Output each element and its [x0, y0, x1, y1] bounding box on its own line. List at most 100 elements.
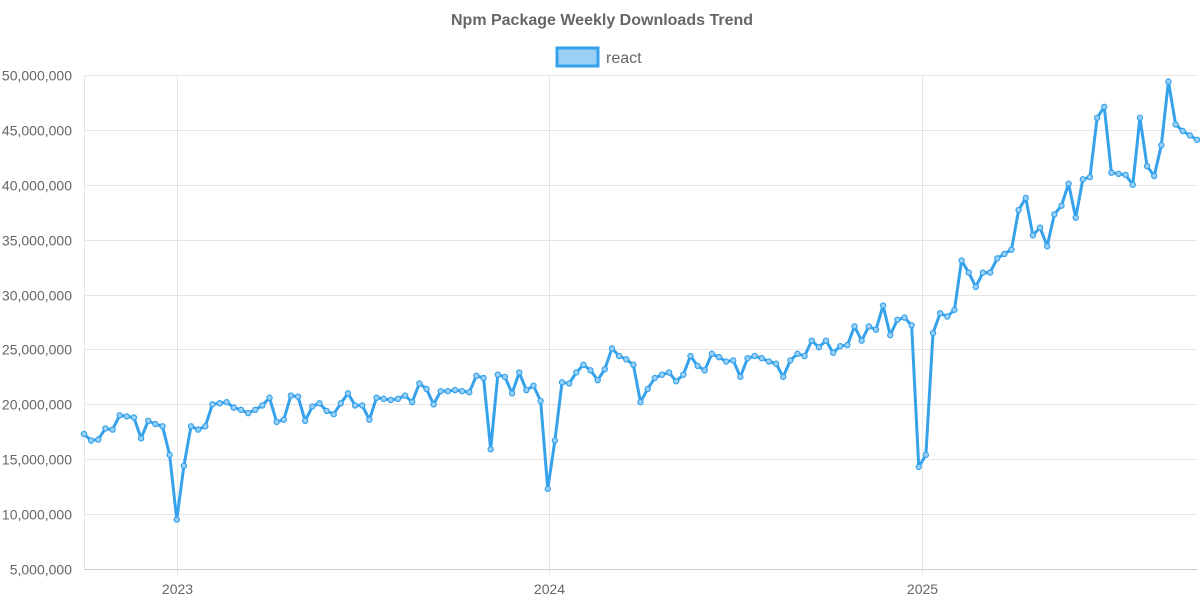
data-point[interactable]: [637, 398, 644, 406]
data-point[interactable]: [972, 283, 980, 291]
data-point[interactable]: [351, 402, 359, 409]
data-point[interactable]: [779, 373, 787, 381]
data-point[interactable]: [601, 366, 609, 373]
data-point[interactable]: [808, 337, 815, 344]
data-point[interactable]: [537, 397, 544, 405]
data-point[interactable]: [558, 379, 566, 386]
data-point[interactable]: [130, 414, 138, 421]
data-point[interactable]: [1101, 103, 1108, 111]
data-point[interactable]: [1129, 181, 1136, 188]
data-point[interactable]: [152, 420, 159, 428]
data-point[interactable]: [137, 435, 145, 442]
data-point[interactable]: [1115, 170, 1122, 177]
data-point[interactable]: [1186, 132, 1194, 139]
data-point[interactable]: [644, 385, 651, 393]
data-point[interactable]: [230, 404, 238, 411]
data-point[interactable]: [309, 403, 316, 410]
data-point[interactable]: [458, 387, 466, 395]
data-point[interactable]: [1001, 250, 1008, 258]
data-point[interactable]: [508, 390, 516, 397]
data-point[interactable]: [366, 416, 373, 423]
data-point[interactable]: [173, 516, 180, 523]
data-point[interactable]: [758, 355, 765, 362]
data-point[interactable]: [894, 316, 901, 323]
data-point[interactable]: [301, 417, 309, 424]
data-point[interactable]: [259, 402, 266, 409]
data-point[interactable]: [266, 394, 273, 401]
data-point[interactable]: [252, 406, 259, 414]
data-point[interactable]: [565, 380, 573, 387]
data-point[interactable]: [237, 406, 245, 414]
data-point[interactable]: [416, 380, 423, 387]
data-point[interactable]: [145, 417, 152, 424]
data-point[interactable]: [1143, 162, 1151, 170]
data-point[interactable]: [737, 373, 744, 381]
data-point[interactable]: [994, 255, 1001, 262]
data-point[interactable]: [986, 269, 994, 276]
data-point[interactable]: [658, 371, 666, 378]
data-point[interactable]: [851, 323, 858, 330]
data-point[interactable]: [394, 395, 402, 403]
data-point[interactable]: [280, 416, 287, 423]
data-point[interactable]: [922, 451, 930, 459]
data-point[interactable]: [273, 418, 280, 426]
data-point[interactable]: [887, 331, 894, 339]
data-point[interactable]: [1165, 78, 1172, 85]
data-point[interactable]: [1122, 171, 1129, 179]
data-point[interactable]: [765, 358, 773, 365]
data-point[interactable]: [423, 385, 430, 393]
data-point[interactable]: [680, 371, 687, 378]
data-point[interactable]: [722, 358, 730, 365]
data-point[interactable]: [837, 342, 844, 350]
data-point[interactable]: [194, 426, 202, 433]
data-point[interactable]: [323, 407, 330, 415]
data-point[interactable]: [608, 345, 616, 352]
data-point[interactable]: [487, 446, 494, 453]
data-point[interactable]: [1193, 136, 1200, 143]
data-point[interactable]: [715, 353, 723, 361]
data-point[interactable]: [822, 337, 830, 344]
data-point[interactable]: [815, 344, 823, 351]
data-point[interactable]: [516, 369, 523, 376]
data-point[interactable]: [1043, 243, 1051, 250]
data-point[interactable]: [1015, 206, 1022, 214]
data-point[interactable]: [594, 376, 601, 384]
data-point[interactable]: [80, 430, 88, 438]
data-point[interactable]: [1022, 194, 1029, 202]
data-point[interactable]: [944, 313, 951, 320]
legend[interactable]: react: [555, 46, 642, 68]
data-point[interactable]: [1008, 246, 1015, 253]
data-point[interactable]: [437, 387, 444, 395]
data-point[interactable]: [87, 437, 95, 444]
data-point[interactable]: [979, 269, 987, 276]
data-point[interactable]: [965, 269, 972, 276]
data-point[interactable]: [223, 398, 230, 406]
data-point[interactable]: [1158, 142, 1165, 149]
data-point[interactable]: [544, 485, 551, 493]
data-point[interactable]: [665, 369, 673, 376]
data-point[interactable]: [801, 352, 808, 360]
data-point[interactable]: [829, 349, 837, 356]
data-point[interactable]: [216, 400, 223, 407]
data-point[interactable]: [1172, 121, 1179, 128]
data-point[interactable]: [929, 329, 937, 337]
data-point[interactable]: [858, 337, 865, 344]
data-point[interactable]: [651, 374, 658, 382]
data-point[interactable]: [109, 426, 116, 433]
data-point[interactable]: [501, 373, 509, 381]
data-point[interactable]: [337, 400, 345, 407]
data-point[interactable]: [1150, 172, 1158, 180]
data-point[interactable]: [209, 401, 216, 408]
data-point[interactable]: [730, 357, 737, 364]
data-point[interactable]: [187, 423, 195, 430]
data-point[interactable]: [794, 350, 801, 358]
data-point[interactable]: [330, 411, 337, 418]
data-point[interactable]: [844, 341, 851, 349]
data-point[interactable]: [951, 306, 958, 314]
data-point[interactable]: [708, 350, 716, 358]
data-point[interactable]: [1036, 224, 1044, 231]
data-point[interactable]: [587, 367, 594, 374]
data-point[interactable]: [523, 386, 530, 394]
data-point[interactable]: [1029, 232, 1037, 239]
data-point[interactable]: [573, 369, 580, 376]
